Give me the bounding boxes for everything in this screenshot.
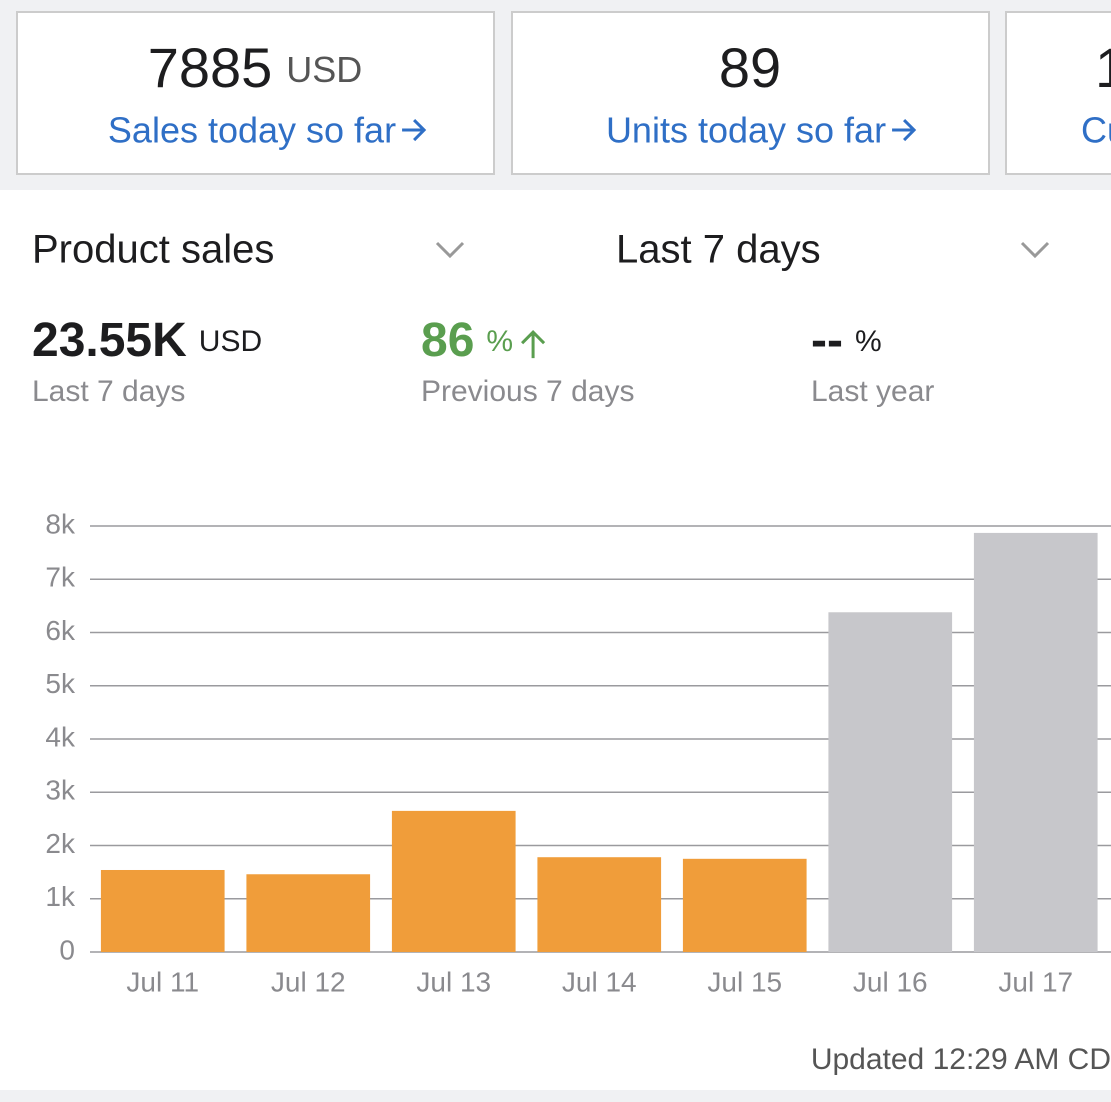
- selector-label: Last 7 days: [616, 228, 821, 272]
- card[interactable]: 89 Units today so far: [511, 11, 990, 175]
- card-label: Cu: [1081, 110, 1111, 151]
- card[interactable]: 1 Cu: [1005, 11, 1111, 175]
- link-arrow: [892, 118, 917, 142]
- y-tick-label: 3k: [45, 775, 76, 806]
- bottom-strip: [0, 1090, 1111, 1102]
- bar: [537, 857, 662, 952]
- up-arrow: [521, 330, 546, 359]
- card-label: Sales today so far: [108, 110, 396, 151]
- card-box: [16, 11, 495, 175]
- metric-selector[interactable]: Product sales: [32, 228, 465, 272]
- x-tick-label: Jul 12: [271, 966, 346, 997]
- metric-value: 86: [421, 314, 474, 367]
- x-tick-label: Jul 13: [416, 966, 491, 997]
- card-unit: USD: [286, 49, 362, 90]
- y-tick-label: 0: [59, 934, 75, 965]
- card-label: Units today so far: [606, 110, 886, 151]
- y-tick-label: 6k: [45, 615, 76, 646]
- x-tick-label: Jul 16: [853, 966, 928, 997]
- metric-label: Previous 7 days: [421, 375, 634, 408]
- x-tick-label: Jul 15: [707, 966, 782, 997]
- card-value: 89: [719, 36, 781, 99]
- metric-value: 23.55K: [32, 314, 187, 367]
- card-value: 7885: [148, 36, 273, 99]
- x-tick-label: Jul 11: [126, 966, 199, 997]
- y-tick-label: 8k: [45, 508, 76, 539]
- card-box: [1005, 11, 1111, 175]
- metric-value-line: --%: [811, 314, 882, 367]
- card[interactable]: 7885 USD Sales today so far: [16, 11, 495, 175]
- metric-value-line: 86%: [421, 314, 513, 367]
- bar: [100, 869, 225, 952]
- metric-label: Last 7 days: [32, 375, 185, 408]
- y-tick-label: 7k: [45, 562, 76, 593]
- bar: [246, 874, 371, 952]
- metric-unit: %: [486, 325, 513, 358]
- card-value-line: 7885 USD: [148, 36, 363, 99]
- x-tick-label: Jul 17: [998, 966, 1073, 997]
- chevron: [1020, 241, 1050, 259]
- bar: [391, 810, 516, 952]
- chevron: [435, 241, 465, 259]
- y-tick-label: 4k: [45, 721, 76, 752]
- bar: [682, 858, 807, 952]
- bar: [973, 532, 1098, 952]
- range-selector[interactable]: Last 7 days: [616, 228, 1050, 272]
- metric-unit: USD: [199, 325, 262, 358]
- metric-unit: %: [855, 325, 882, 358]
- link-arrow: [402, 118, 427, 142]
- card-box: [511, 11, 990, 175]
- metric-value-line: 23.55K USD: [32, 314, 262, 367]
- y-tick-label: 2k: [45, 828, 76, 859]
- updated-note: Updated 12:29 AM CD: [811, 1043, 1111, 1076]
- x-tick-label: Jul 14: [562, 966, 637, 997]
- bar: [828, 612, 953, 952]
- y-tick-label: 1k: [45, 881, 76, 912]
- y-tick-label: 5k: [45, 668, 76, 699]
- selector-label: Product sales: [32, 228, 274, 272]
- metric-label: Last year: [811, 375, 934, 408]
- metric-value: --: [811, 314, 843, 367]
- card-value: 1: [1095, 36, 1111, 99]
